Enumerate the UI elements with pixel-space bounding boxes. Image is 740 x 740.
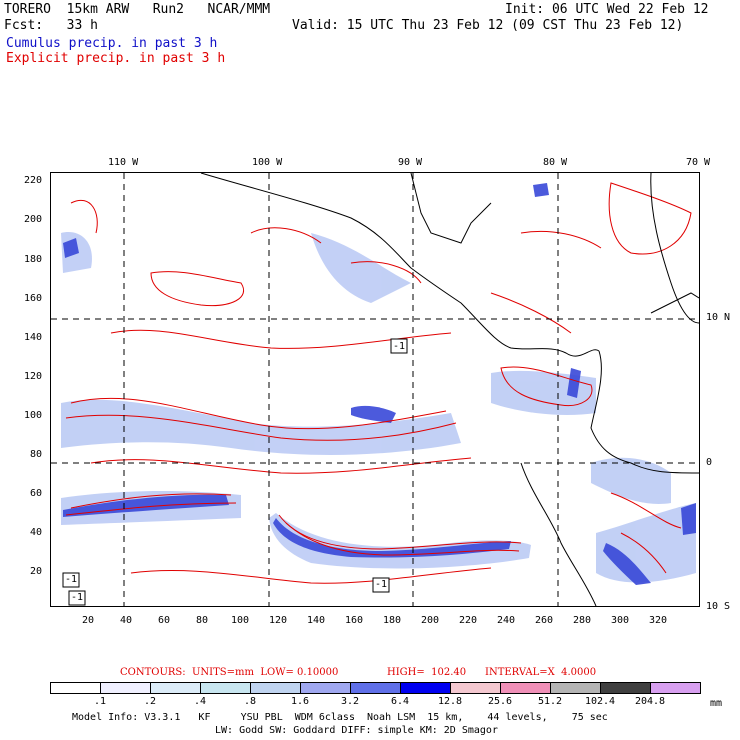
y-tick: 220 bbox=[24, 175, 43, 186]
colorbar-label: .2 bbox=[143, 696, 157, 707]
y-tick: 140 bbox=[24, 332, 43, 343]
y-tick: 80 bbox=[30, 449, 43, 460]
contour-high: HIGH= 102.40 bbox=[387, 667, 467, 678]
field-explicit-label: Explicit precip. in past 3 h bbox=[6, 51, 226, 66]
y-tick: 40 bbox=[30, 527, 43, 538]
x-tick: 120 bbox=[269, 615, 288, 626]
x-tick: 40 bbox=[120, 615, 133, 626]
colorbar-label: .8 bbox=[243, 696, 257, 707]
explicit-precip-contours bbox=[65, 182, 692, 584]
colorbar-swatch bbox=[550, 682, 601, 694]
cumulus-precip-cores bbox=[63, 183, 696, 585]
colorbar-label: 25.6 bbox=[487, 696, 513, 707]
colorbar-label: 6.4 bbox=[390, 696, 410, 707]
x-tick: 180 bbox=[383, 615, 402, 626]
coastlines bbox=[200, 173, 699, 606]
colorbar-swatch bbox=[600, 682, 651, 694]
y-tick: 200 bbox=[24, 214, 43, 225]
y-tick: 60 bbox=[30, 488, 43, 499]
colorbar-label: 3.2 bbox=[340, 696, 360, 707]
lon-label: 90 W bbox=[398, 157, 423, 168]
lon-label: 80 W bbox=[543, 157, 568, 168]
x-tick: 260 bbox=[535, 615, 554, 626]
x-tick: 200 bbox=[421, 615, 440, 626]
cumulus-precip-areas bbox=[61, 232, 696, 583]
colorbar-swatch bbox=[300, 682, 351, 694]
colorbar-swatch bbox=[400, 682, 451, 694]
x-tick: 140 bbox=[307, 615, 326, 626]
x-tick: 160 bbox=[345, 615, 364, 626]
x-tick: 100 bbox=[231, 615, 250, 626]
colorbar-swatch bbox=[500, 682, 551, 694]
colorbar-label: 1.6 bbox=[290, 696, 310, 707]
lat-label: 10 N bbox=[706, 312, 731, 323]
lon-label: 70 W bbox=[686, 157, 711, 168]
x-tick: 20 bbox=[82, 615, 95, 626]
model-info: Model Info: V3.3.1 KF YSU PBL WDM 6class… bbox=[72, 712, 608, 723]
y-tick: 160 bbox=[24, 293, 43, 304]
y-tick: 20 bbox=[30, 566, 43, 577]
lat-label: 10 S bbox=[706, 601, 731, 612]
y-tick: 120 bbox=[24, 371, 43, 382]
precip-map-canvas bbox=[51, 173, 699, 606]
lat-label: 0 bbox=[706, 457, 713, 468]
lon-label: 100 W bbox=[252, 157, 283, 168]
colorbar-units: mm bbox=[710, 698, 723, 709]
colorbar-swatch bbox=[450, 682, 501, 694]
colorbar-label: 204.8 bbox=[634, 696, 666, 707]
colorbar-swatch bbox=[50, 682, 101, 694]
lon-label: 110 W bbox=[108, 157, 139, 168]
colorbar-label: 51.2 bbox=[537, 696, 563, 707]
graticule bbox=[51, 173, 699, 606]
y-tick: 100 bbox=[24, 410, 43, 421]
precip-map bbox=[50, 172, 700, 607]
model-physics: LW: Godd SW: Goddard DIFF: simple KM: 2D… bbox=[215, 725, 498, 736]
init-time: Init: 06 UTC Wed 22 Feb 12 bbox=[505, 2, 709, 17]
y-tick: 180 bbox=[24, 254, 43, 265]
valid-time: Valid: 15 UTC Thu 23 Feb 12 (09 CST Thu … bbox=[292, 18, 684, 33]
colorbar-label: .1 bbox=[93, 696, 107, 707]
colorbar-swatch bbox=[150, 682, 201, 694]
colorbar-swatch bbox=[350, 682, 401, 694]
x-tick: 220 bbox=[459, 615, 478, 626]
field-cumulus-label: Cumulus precip. in past 3 h bbox=[6, 36, 218, 51]
colorbar-swatch bbox=[100, 682, 151, 694]
colorbar-swatch bbox=[200, 682, 251, 694]
contour-label-boxes bbox=[62, 338, 408, 606]
colorbar-label: 12.8 bbox=[437, 696, 463, 707]
x-tick: 80 bbox=[196, 615, 209, 626]
contour-label: -1 bbox=[375, 579, 388, 590]
colorbar-swatch bbox=[650, 682, 701, 694]
contour-interval: INTERVAL=X 4.0000 bbox=[485, 667, 597, 678]
contour-label: -1 bbox=[65, 574, 78, 585]
x-tick: 300 bbox=[611, 615, 630, 626]
model-title: TORERO 15km ARW Run2 NCAR/MMM bbox=[4, 2, 271, 17]
contour-label: -1 bbox=[393, 341, 406, 352]
x-tick: 60 bbox=[158, 615, 171, 626]
colorbar-swatch bbox=[250, 682, 301, 694]
forecast-hour: Fcst: 33 h bbox=[4, 18, 98, 33]
x-tick: 320 bbox=[649, 615, 668, 626]
colorbar-label: 102.4 bbox=[584, 696, 616, 707]
colorbar-label: .4 bbox=[193, 696, 207, 707]
x-tick: 240 bbox=[497, 615, 516, 626]
contour-info: CONTOURS: UNITS=mm LOW= 0.10000 bbox=[120, 667, 339, 678]
x-tick: 280 bbox=[573, 615, 592, 626]
contour-label: -1 bbox=[71, 592, 84, 603]
